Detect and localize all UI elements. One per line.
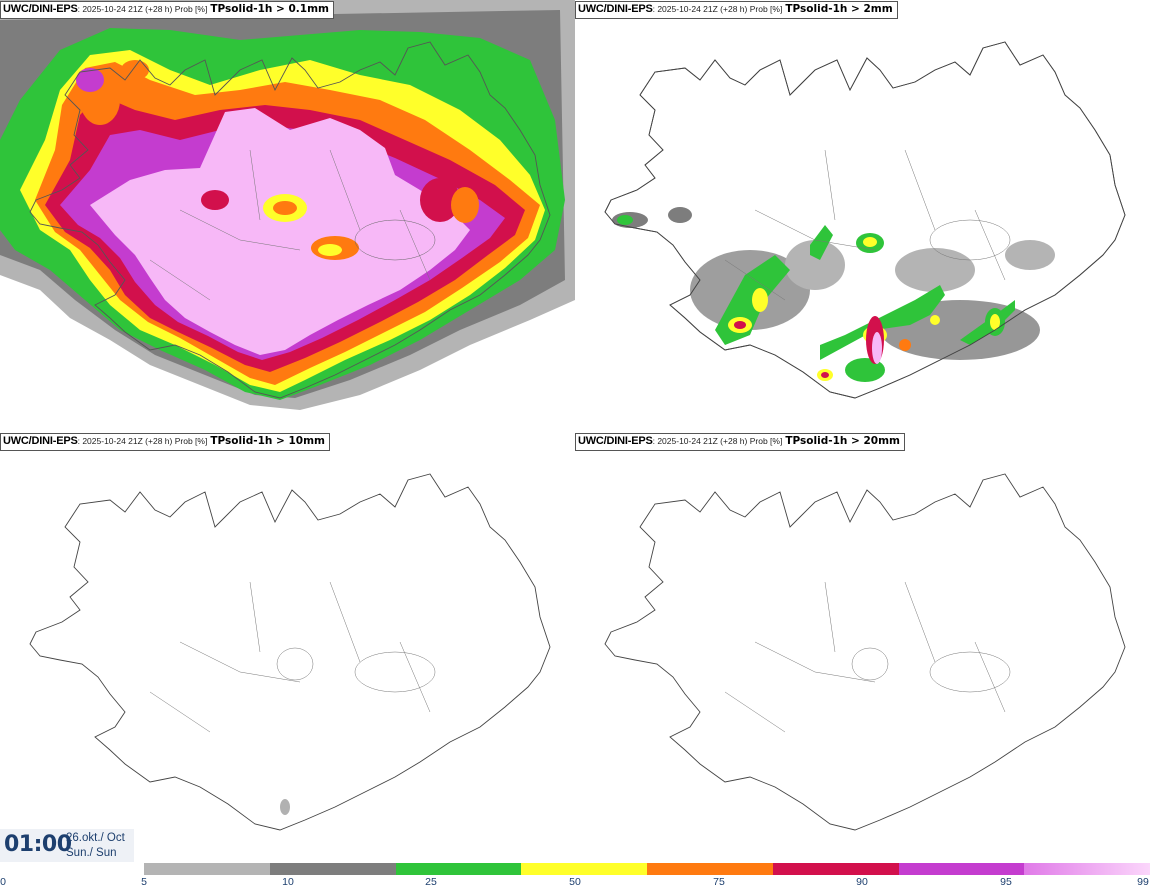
colorbar-tick-label: 5 <box>141 876 147 888</box>
probability-map <box>0 0 575 430</box>
colorbar-tick-label: 75 <box>713 876 725 888</box>
colorbar-segment <box>269 863 396 875</box>
probability-map <box>575 432 1150 862</box>
run-info: : 2025-10-24 21Z (+28 h) Prob [%] <box>652 436 783 446</box>
colorbar-segment <box>1024 863 1150 875</box>
field-threshold: TPsolid-1h > 0.1mm <box>210 3 329 15</box>
colorbar-segment <box>898 863 1025 875</box>
model-name: UWC/DINI-EPS <box>3 435 78 447</box>
valid-time-box: 01:00 26.okt./ Oct Sun./ Sun <box>0 829 134 862</box>
model-name: UWC/DINI-EPS <box>3 3 78 15</box>
probability-map <box>575 0 1150 430</box>
run-info: : 2025-10-24 21Z (+28 h) Prob [%] <box>77 436 208 446</box>
field-threshold: TPsolid-1h > 10mm <box>210 435 325 447</box>
prob-zone-99 <box>90 108 470 355</box>
colorbar-tick-label: 99 <box>1137 876 1149 888</box>
colorbar-tick-label: 90 <box>856 876 868 888</box>
panel-title: UWC/DINI-EPS: 2025-10-24 21Z (+28 h) Pro… <box>0 1 334 19</box>
map-panel-1: UWC/DINI-EPS: 2025-10-24 21Z (+28 h) Pro… <box>0 0 575 430</box>
probability-map <box>0 432 575 862</box>
panel-title: UWC/DINI-EPS: 2025-10-24 21Z (+28 h) Pro… <box>575 433 905 451</box>
colorbar-tick-label: 10 <box>282 876 294 888</box>
field-threshold: TPsolid-1h > 20mm <box>785 435 900 447</box>
probability-colorbar <box>144 863 1150 875</box>
day-line: Sun./ Sun <box>66 847 117 859</box>
map-panel-2: UWC/DINI-EPS: 2025-10-24 21Z (+28 h) Pro… <box>575 0 1150 430</box>
map-panel-4: UWC/DINI-EPS: 2025-10-24 21Z (+28 h) Pro… <box>575 432 1150 862</box>
colorbar-tick-label: 95 <box>1000 876 1012 888</box>
valid-date: 26.okt./ Oct Sun./ Sun <box>66 831 125 861</box>
colorbar-tick-label: 25 <box>425 876 437 888</box>
panel-title: UWC/DINI-EPS: 2025-10-24 21Z (+28 h) Pro… <box>575 1 898 19</box>
colorbar-segment <box>144 863 270 875</box>
run-info: : 2025-10-24 21Z (+28 h) Prob [%] <box>77 4 208 14</box>
colorbar-segment <box>395 863 522 875</box>
map-panel-3: UWC/DINI-EPS: 2025-10-24 21Z (+28 h) Pro… <box>0 432 575 862</box>
model-name: UWC/DINI-EPS <box>578 3 653 15</box>
colorbar-tick-label: 0 <box>0 876 6 888</box>
colorbar-segment <box>521 863 647 875</box>
colorbar-segment <box>647 863 773 875</box>
colorbar-ticks: 0 5 10 25 50 75 90 95 99 <box>0 876 1150 891</box>
run-info: : 2025-10-24 21Z (+28 h) Prob [%] <box>652 4 783 14</box>
field-threshold: TPsolid-1h > 2mm <box>785 3 893 15</box>
valid-time: 01:00 <box>4 832 72 857</box>
date-line: 26.okt./ Oct <box>66 832 125 844</box>
model-name: UWC/DINI-EPS <box>578 435 653 447</box>
panel-title: UWC/DINI-EPS: 2025-10-24 21Z (+28 h) Pro… <box>0 433 330 451</box>
colorbar-segment <box>772 863 899 875</box>
colorbar-tick-label: 50 <box>569 876 581 888</box>
